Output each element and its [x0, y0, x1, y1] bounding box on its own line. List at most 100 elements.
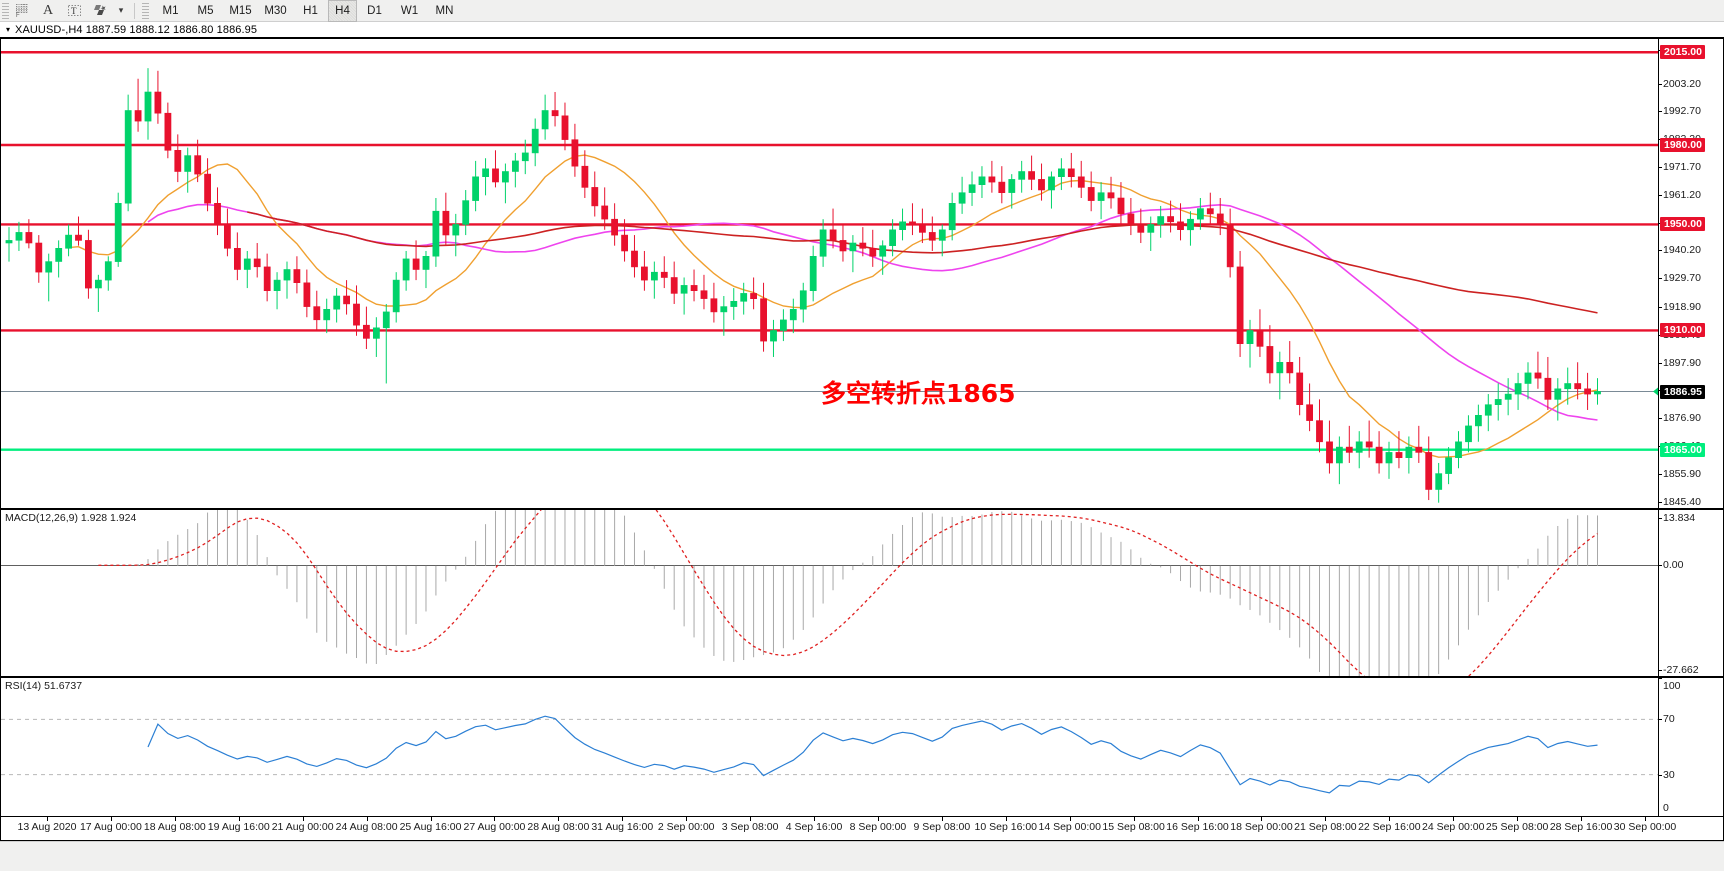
macd-label: MACD(12,26,9) 1.928 1.924 [5, 512, 137, 524]
rsi-label: RSI(14) 51.6737 [5, 680, 83, 692]
price-tag-2015.00[interactable]: 2015.00 [1660, 45, 1705, 60]
symbol-info-bar: ▾ XAUUSD-,H4 1887.59 1888.12 1886.80 188… [0, 22, 1724, 38]
time-axis-label: 25 Sep 08:00 [1485, 821, 1549, 833]
timeframe-group: M1 M5 M15 M30 H1 H4 D1 W1 MN [153, 0, 462, 22]
time-axis-label: 8 Sep 00:00 [849, 821, 907, 833]
timeframe-m30[interactable]: M30 [264, 4, 287, 17]
macd-tick-mark [1659, 670, 1662, 671]
price-scale[interactable]: 2015.702003.201992.701982.201971.701961.… [1658, 39, 1723, 508]
time-tick-mark [750, 817, 752, 821]
timeframe-d1[interactable]: D1 [367, 4, 382, 17]
price-tick-label: 1897.90 [1663, 356, 1701, 369]
toolbar-grip[interactable] [2, 2, 9, 19]
timeframe-h1[interactable]: H1 [303, 4, 318, 17]
symbol-ohlc-text: XAUUSD-,H4 1887.59 1888.12 1886.80 1886.… [15, 23, 258, 36]
time-tick-mark [430, 817, 432, 821]
macd-scale: 13.834 0.00 -27.662 [1658, 510, 1723, 676]
chart-frame: 多空转折点1865 2015.702003.201992.701982.2019… [0, 38, 1724, 871]
rsi-tick-mark [1659, 678, 1662, 679]
time-tick-mark [558, 817, 560, 821]
toolbar-separator [134, 2, 135, 19]
timeframe-m5[interactable]: M5 [197, 4, 214, 17]
price-tick-mark [1659, 250, 1662, 252]
time-tick-mark [302, 817, 304, 821]
chart-annotation-text: 多空转折点1865 [821, 379, 1016, 408]
rsi-pane[interactable]: RSI(14) 51.6737 100 70 30 0 [0, 677, 1724, 817]
timeframe-h4[interactable]: H4 [328, 0, 357, 22]
price-tag-1886.95[interactable]: 1886.95 [1660, 384, 1705, 399]
time-axis-label: 16 Sep 16:00 [1166, 821, 1229, 833]
price-tick-mark [1659, 362, 1662, 364]
timeframe-m15[interactable]: M15 [229, 4, 252, 17]
time-axis[interactable]: 13 Aug 2020 17 Aug 00:00 18 Aug 08:00 19 Au… [0, 817, 1724, 841]
macd-tick-mark [1659, 565, 1662, 567]
time-axis-label: 14 Sep 00:00 [1038, 821, 1101, 833]
price-plot-area[interactable]: 多空转折点1865 [1, 39, 1658, 508]
macd-plot-area[interactable] [1, 510, 1658, 676]
time-axis-label: 17 Aug 00:00 [79, 821, 142, 833]
timeframe-w1[interactable]: W1 [400, 4, 419, 17]
rsi-tick-mark [1659, 816, 1662, 817]
time-axis-label: 19 Aug 16:00 [207, 821, 270, 833]
price-tick-mark [1659, 473, 1662, 475]
time-axis-label: 24 Aug 08:00 [335, 821, 398, 833]
time-axis-label: 18 Sep 00:00 [1230, 821, 1293, 833]
price-tick-label: 1961.20 [1663, 188, 1701, 201]
price-tick-mark [1659, 83, 1662, 85]
time-axis-label: 22 Sep 16:00 [1358, 821, 1421, 833]
price-tick-mark [1659, 501, 1662, 503]
time-axis-label: 28 Sep 16:00 [1549, 821, 1613, 833]
toolbar-dropdown-arrow-icon[interactable]: ▾ [118, 5, 124, 15]
time-axis-label: 9 Sep 08:00 [913, 821, 971, 833]
rsi-tick-label: 0 [1663, 802, 1669, 814]
price-tag-1910.00[interactable]: 1910.00 [1660, 323, 1705, 338]
price-tick-label: 1929.70 [1663, 272, 1701, 285]
price-tick-mark [1659, 418, 1662, 420]
status-bar [0, 841, 1724, 871]
time-tick-mark [1453, 817, 1455, 821]
price-tag-1865.00[interactable]: 1865.00 [1660, 442, 1705, 457]
price-tag-1980.00[interactable]: 1980.00 [1660, 137, 1705, 152]
text-label-icon[interactable]: A [42, 2, 54, 18]
price-pane[interactable]: 多空转折点1865 2015.702003.201992.701982.2019… [0, 38, 1724, 509]
timeframe-mn[interactable]: MN [435, 4, 454, 17]
time-tick-mark [110, 817, 112, 821]
rsi-tick-mark [1659, 719, 1662, 721]
time-axis-label: 2 Sep 00:00 [657, 821, 715, 833]
price-tick-label: 1845.40 [1663, 495, 1701, 508]
price-tick-mark [1659, 166, 1662, 168]
price-tick-label: 1992.70 [1663, 105, 1701, 118]
time-tick-mark [1069, 817, 1071, 821]
time-axis-label: 31 Aug 16:00 [591, 821, 654, 833]
time-tick-mark [1261, 817, 1263, 821]
time-tick-mark [1325, 817, 1327, 821]
timeframe-grip[interactable] [142, 2, 149, 19]
time-tick-mark [1197, 817, 1199, 821]
macd-pane[interactable]: MACD(12,26,9) 1.928 1.924 13.834 0.00 -27.… [0, 509, 1724, 677]
time-tick-mark [941, 817, 943, 821]
price-tick-mark [1659, 278, 1662, 280]
objects-icon[interactable] [87, 1, 113, 21]
text-box-icon[interactable]: T [61, 1, 87, 21]
time-tick-mark [1133, 817, 1135, 821]
time-tick-mark [1005, 817, 1007, 821]
time-tick-mark [47, 817, 48, 821]
time-axis-label: 13 Aug 2020 [17, 821, 77, 833]
time-axis-label: 25 Aug 16:00 [399, 821, 462, 833]
rsi-tick-label: 100 [1663, 680, 1681, 692]
price-tag-1950.00[interactable]: 1950.00 [1660, 217, 1705, 232]
price-tick-label: 1971.70 [1663, 160, 1701, 173]
crosshair-grid-icon[interactable]: F [9, 1, 35, 21]
time-axis-label: 10 Sep 16:00 [974, 821, 1038, 833]
macd-tick-label: 0.00 [1663, 559, 1684, 572]
time-tick-mark [238, 817, 240, 821]
price-tick-mark [1659, 111, 1662, 113]
timeframe-m1[interactable]: M1 [162, 4, 179, 17]
price-tick-mark [1659, 194, 1662, 196]
svg-text:F: F [16, 13, 20, 18]
symbol-dropdown-caret-icon[interactable]: ▾ [6, 24, 11, 34]
rsi-tick-mark [1659, 774, 1662, 776]
time-axis-label: 27 Aug 00:00 [463, 821, 526, 833]
time-axis-label: 21 Sep 08:00 [1294, 821, 1357, 833]
rsi-plot-area[interactable] [1, 678, 1658, 816]
